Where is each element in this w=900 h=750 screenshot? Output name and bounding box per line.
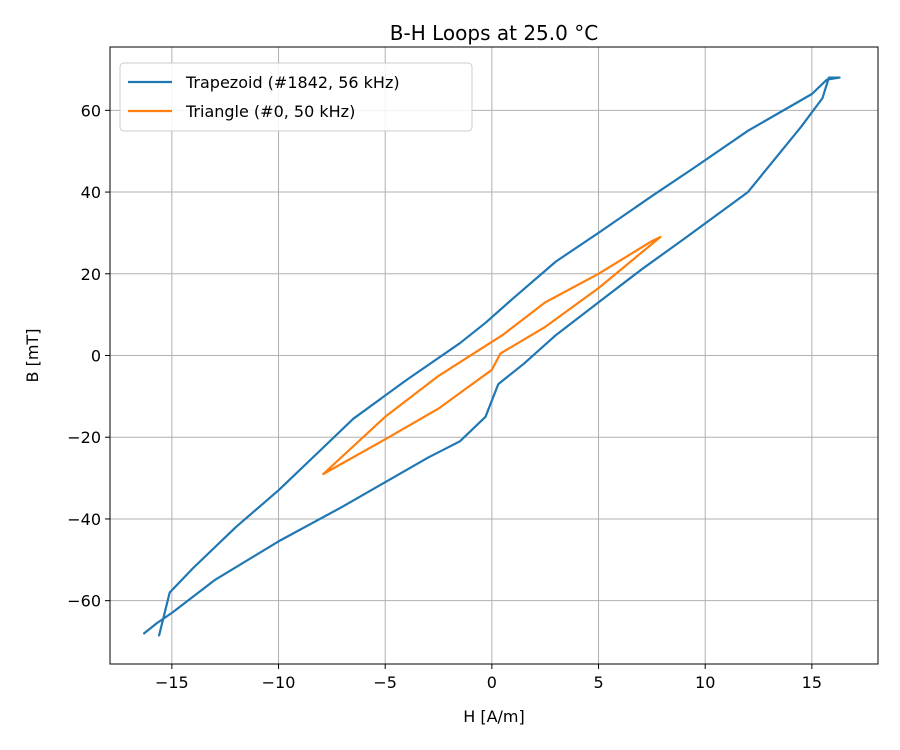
legend-label-1: Triangle (#0, 50 kHz) (185, 102, 355, 121)
chart-title: B-H Loops at 25.0 °C (390, 21, 598, 45)
axis-ticks: −15 −10 −5 0 5 10 15 −60 −40 −20 0 20 40 60 (67, 101, 822, 692)
x-tick-label: 10 (695, 673, 715, 692)
y-tick-label: 0 (91, 347, 101, 366)
x-tick-label: 5 (593, 673, 603, 692)
legend-label-0: Trapezoid (#1842, 56 kHz) (185, 73, 400, 92)
grid-lines (110, 47, 878, 664)
y-tick-label: 60 (81, 101, 101, 120)
x-tick-label: −5 (373, 673, 397, 692)
x-tick-label: −15 (155, 673, 189, 692)
x-tick-label: 0 (487, 673, 497, 692)
x-axis-label: H [A/m] (463, 707, 525, 726)
x-tick-label: −10 (262, 673, 296, 692)
y-tick-label: −60 (67, 592, 101, 611)
y-axis-label: B [mT] (23, 329, 42, 383)
series-line-1 (322, 235, 662, 476)
plot-lines (143, 76, 841, 637)
series-line-0 (143, 76, 841, 637)
y-tick-label: −20 (67, 428, 101, 447)
y-tick-label: −40 (67, 510, 101, 529)
y-tick-label: 20 (81, 265, 101, 284)
legend: Trapezoid (#1842, 56 kHz) Triangle (#0, 5… (119, 62, 473, 132)
x-tick-label: 15 (802, 673, 822, 692)
y-tick-label: 40 (81, 183, 101, 202)
legend-box (119, 62, 473, 132)
